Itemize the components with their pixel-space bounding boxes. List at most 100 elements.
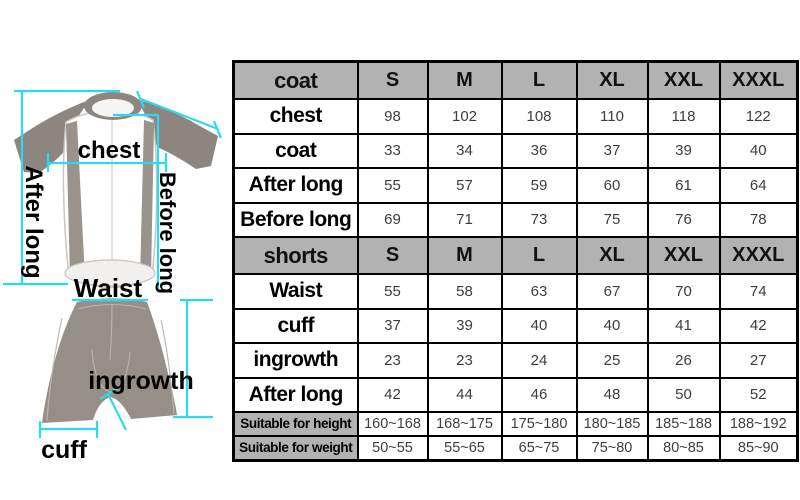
size-col-header: XXXL — [718, 60, 799, 101]
cell-value: 34 — [426, 132, 503, 170]
cell-value: 70 — [646, 273, 721, 310]
cell-value: 102 — [426, 98, 503, 135]
cell-value: 42 — [356, 376, 429, 414]
cell-value: 73 — [500, 201, 578, 239]
size-col-header: XXL — [646, 60, 721, 101]
cell-value: 58 — [426, 273, 503, 310]
cell-value: 52 — [718, 376, 799, 414]
jersey-left-panel — [66, 121, 85, 279]
cell-value: 67 — [575, 273, 649, 310]
row-label: chest — [232, 98, 359, 135]
size-col-header: S — [356, 236, 429, 276]
cell-value: 42 — [718, 307, 799, 345]
cell-value: 23 — [356, 342, 429, 379]
table-row-suitable-height: Suitable for height 160~168 168~175 175~… — [232, 411, 799, 437]
jersey-hem — [64, 259, 156, 287]
chest-label: chest — [78, 137, 141, 164]
cell-value: 23 — [426, 342, 503, 379]
cell-value: 46 — [500, 376, 578, 414]
cell-value: 59 — [500, 167, 578, 204]
size-col-header: M — [426, 60, 503, 101]
table-row-waist: Waist 55 58 63 67 70 74 — [232, 273, 799, 310]
cell-value: 180~185 — [575, 411, 649, 437]
shorts-header-row: shorts S M L XL XXL XXXL — [232, 236, 799, 276]
ingrowth-tick — [99, 388, 117, 400]
row-label: coat — [232, 132, 359, 170]
cell-value: 55~65 — [426, 434, 503, 462]
cell-value: 40 — [500, 307, 578, 345]
ingrowth-line — [107, 393, 127, 431]
row-label: After long — [232, 376, 359, 414]
cell-value: 185~188 — [646, 411, 721, 437]
cell-value: 55 — [356, 273, 429, 310]
waist-label: Waist — [74, 273, 143, 303]
size-col-header: S — [356, 60, 429, 101]
cell-value: 40 — [575, 307, 649, 345]
jersey-left-sleeve — [14, 99, 92, 173]
cell-value: 33 — [356, 132, 429, 170]
cell-value: 122 — [718, 98, 799, 135]
cell-value: 168~175 — [426, 411, 503, 437]
cell-value: 75~80 — [575, 434, 649, 462]
table-row-cuff: cuff 37 39 40 40 41 42 — [232, 307, 799, 345]
ingrowth-label: ingrowth — [88, 367, 194, 395]
cell-value: 55 — [356, 167, 429, 204]
size-col-header: XXL — [646, 236, 721, 276]
cell-value: 50 — [646, 376, 721, 414]
coat-section-header: coat — [232, 60, 359, 101]
shorts-body — [42, 298, 177, 423]
cell-value: 71 — [426, 201, 503, 239]
table-row-suitable-weight: Suitable for weight 50~55 55~65 65~75 75… — [232, 434, 799, 462]
size-col-header: XL — [575, 60, 649, 101]
cell-value: 39 — [426, 307, 503, 345]
cell-value: 78 — [718, 201, 799, 239]
size-col-header: XXXL — [718, 236, 799, 276]
cell-value: 37 — [356, 307, 429, 345]
size-col-header: L — [500, 236, 578, 276]
cell-value: 36 — [500, 132, 578, 170]
cell-value: 188~192 — [718, 411, 799, 437]
row-label: Suitable for weight — [232, 434, 359, 462]
cell-value: 60 — [575, 167, 649, 204]
measurement-lines — [3, 89, 223, 438]
size-col-header: M — [426, 236, 503, 276]
cell-value: 108 — [500, 98, 578, 135]
before-long-label: Before long — [155, 172, 180, 294]
cell-value: 64 — [718, 167, 799, 204]
row-label: Before long — [232, 201, 359, 239]
size-col-header: L — [500, 60, 578, 101]
jersey-right-panel — [140, 120, 154, 279]
cell-value: 98 — [356, 98, 429, 135]
coat-header-row: coat S M L XL XXL XXXL — [232, 60, 799, 101]
cell-value: 50~55 — [356, 434, 429, 462]
cell-value: 175~180 — [500, 411, 578, 437]
shorts-section-header: shorts — [232, 236, 359, 276]
cell-value: 69 — [356, 201, 429, 239]
row-label: Suitable for height — [232, 411, 359, 437]
table-row-ingrowth: ingrowth 23 23 24 25 26 27 — [232, 342, 799, 379]
sleeve-tick-1 — [135, 90, 146, 109]
table-row-coat-before-long: Before long 69 71 73 75 76 78 — [232, 201, 799, 239]
row-label: Waist — [232, 273, 359, 310]
table-row-coat-after-long: After long 55 57 59 60 61 64 — [232, 167, 799, 204]
row-label: ingrowth — [232, 342, 359, 379]
after-long-label: After long — [20, 165, 47, 278]
cuff-label: cuff — [41, 436, 88, 464]
table-row-shorts-after-long: After long 42 44 46 48 50 52 — [232, 376, 799, 414]
cell-value: 118 — [646, 98, 721, 135]
cell-value: 41 — [646, 307, 721, 345]
cell-value: 160~168 — [356, 411, 429, 437]
table-row-coat-length: coat 33 34 36 37 39 40 — [232, 132, 799, 170]
cell-value: 76 — [646, 201, 721, 239]
sleeve-tick-2 — [212, 120, 223, 139]
garment-diagram: chest After long Before long Waist ingro… — [3, 89, 223, 464]
sleeve-line — [140, 97, 219, 131]
cell-value: 40 — [718, 132, 799, 170]
cell-value: 24 — [500, 342, 578, 379]
cell-value: 25 — [575, 342, 649, 379]
row-label: After long — [232, 167, 359, 204]
jersey-right-sleeve — [135, 99, 218, 169]
jersey-collar-inner — [92, 99, 134, 117]
size-col-header: XL — [575, 236, 649, 276]
